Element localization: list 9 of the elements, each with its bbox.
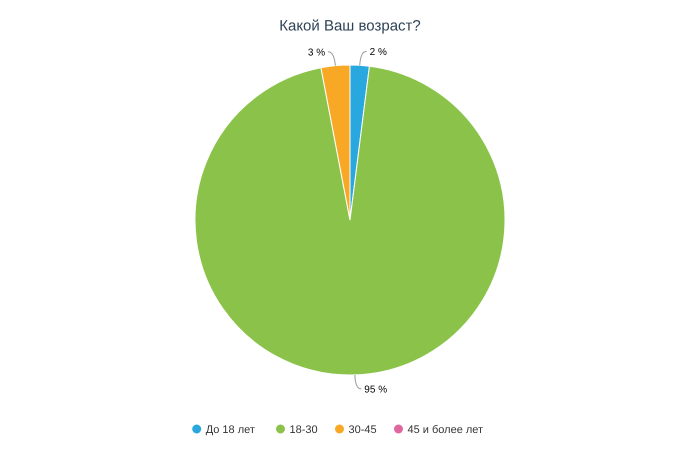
data-label: 2 % — [370, 46, 387, 58]
legend-label: 30-45 — [348, 424, 377, 436]
legend-label: 18-30 — [290, 424, 318, 436]
data-label: 3 % — [308, 47, 326, 58]
pie-slice — [194, 66, 506, 376]
chart-title: Какой Ваш возраст? — [279, 17, 421, 34]
data-label: 95 % — [364, 384, 388, 396]
legend-label: До 18 лет — [206, 424, 255, 436]
legend-label: 45 и более лет — [408, 424, 484, 436]
